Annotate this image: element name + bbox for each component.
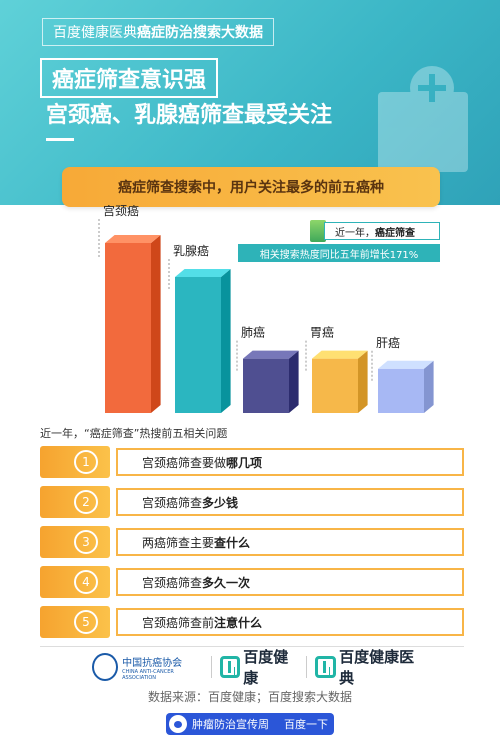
title-divider: [46, 138, 74, 141]
question-item: 1 宫颈癌筛查要做 哪几项: [40, 446, 464, 478]
bar-front: [312, 358, 358, 413]
cacancer-logo: 中国抗癌协会 CHINA ANTI-CANCER ASSOCIATION: [92, 653, 203, 681]
question-number: 1: [74, 450, 98, 474]
bar-top: [243, 350, 299, 359]
bar-4: [312, 350, 368, 413]
baidu-paw-icon: [169, 715, 187, 733]
hospital-icon: [360, 62, 480, 172]
trend-up-icon: [310, 220, 326, 242]
cacancer-text: 中国抗癌协会 CHINA ANTI-CANCER ASSOCIATION: [122, 654, 202, 681]
question-item: 2 宫颈癌筛查 多少钱: [40, 486, 464, 518]
question-text: 宫颈癌筛查要做 哪几项: [116, 448, 464, 476]
question-text: 宫颈癌筛查 多久一次: [116, 568, 464, 596]
question-text: 宫颈癌筛查前 注意什么: [116, 608, 464, 636]
question-prefix: 宫颈癌筛查要做: [142, 455, 227, 470]
data-source: 数据来源：百度健康；百度搜索大数据: [147, 690, 352, 704]
question-bold: 哪几项: [226, 455, 263, 470]
bar-side: [221, 269, 231, 413]
bar-side: [289, 350, 299, 413]
brand-prefix: 百度健康医典: [53, 25, 137, 41]
bar-label: 乳腺癌: [173, 243, 209, 258]
question-bold: 注意什么: [214, 615, 263, 630]
baidu-health-logo: 百度健康: [219, 646, 299, 688]
question-prefix: 宫颈癌筛查前: [142, 615, 215, 630]
baidu-health-name: 百度健康: [243, 648, 289, 687]
question-bold: 查什么: [214, 535, 251, 550]
logo-separator: [210, 656, 212, 678]
section-banner: 癌症筛查搜索中，用户关注最多的前五癌种: [62, 167, 440, 207]
hospital-building: [378, 92, 468, 172]
question-item: 4 宫颈癌筛查 多久一次: [40, 566, 464, 598]
question-number: 4: [74, 570, 98, 594]
questions-label: 近一年，“癌症筛查”热搜前五相关问题: [40, 427, 228, 440]
question-bold: 多少钱: [202, 495, 239, 510]
bar-front: [378, 368, 424, 413]
cacancer-name: 中国抗癌协会: [122, 657, 183, 669]
bar-side: [358, 350, 368, 413]
footer-divider: [40, 646, 464, 647]
campaign-brand: 百度一下: [284, 718, 328, 731]
bar-side: [151, 235, 161, 413]
bar-label: 宫颈癌: [103, 205, 139, 218]
question-number: 2: [74, 490, 98, 514]
question-item: 5 宫颈癌筛查前 注意什么: [40, 606, 464, 638]
bar-2: [175, 269, 231, 413]
question-prefix: 宫颈癌筛查: [142, 575, 203, 590]
page-title: 癌症筛查意识强: [40, 58, 219, 98]
cacancer-name-en: CHINA ANTI-CANCER ASSOCIATION: [122, 668, 174, 681]
bar-5: [378, 360, 434, 413]
bar-top: [175, 269, 231, 277]
question-prefix: 两癌筛查主要: [142, 535, 215, 550]
question-number: 5: [74, 610, 98, 634]
trend-note-growth: 相关搜索热度同比五年前增长171%: [238, 244, 440, 262]
bar-label: 肝癌: [376, 335, 400, 350]
bar-1: [105, 235, 161, 413]
baidu-health-icon: [219, 656, 241, 678]
brand-bold: 癌症防治搜索大数据: [137, 25, 263, 41]
trend-note: 近一年， 癌症筛查: [324, 222, 440, 240]
trend-note-prefix: 近一年，: [335, 227, 375, 239]
baidu-yidian-logo: 百度健康医典: [315, 646, 422, 688]
brand-bar: 百度健康医典 癌症防治搜索大数据: [42, 18, 274, 46]
association-seal-icon: [92, 653, 119, 681]
bar-front: [175, 277, 221, 413]
page-subtitle: 宫颈癌、乳腺癌筛查最受关注: [46, 103, 333, 128]
baidu-yidian-icon: [315, 656, 337, 678]
question-item: 3 两癌筛查主要 查什么: [40, 526, 464, 558]
campaign-badge[interactable]: 肿瘤防治宣传周 百度一下: [166, 713, 334, 735]
bar-top: [378, 360, 434, 369]
baidu-yidian-name: 百度健康医典: [339, 648, 415, 687]
question-number: 3: [74, 530, 98, 554]
bar-label: 胃癌: [310, 325, 334, 340]
bar-front: [243, 358, 289, 413]
bar-top: [312, 350, 368, 359]
question-text: 两癌筛查主要 查什么: [116, 528, 464, 556]
bar-top: [105, 235, 161, 243]
bar-side: [424, 360, 434, 413]
trend-note-bold: 癌症筛查: [375, 227, 415, 239]
question-list: 1 宫颈癌筛查要做 哪几项 2 宫颈癌筛查 多少钱 3 两癌筛查主要 查什么 4 宫颈…: [40, 446, 464, 646]
campaign-label: 肿瘤防治宣传周: [192, 718, 269, 731]
bar-3: [243, 350, 299, 413]
question-prefix: 宫颈癌筛查: [142, 495, 203, 510]
question-text: 宫颈癌筛查 多少钱: [116, 488, 464, 516]
medical-cross-icon: [410, 66, 454, 110]
partner-logos: 中国抗癌协会 CHINA ANTI-CANCER ASSOCIATION 百度健…: [92, 648, 422, 687]
logo-separator: [306, 656, 308, 678]
bar-label: 肺癌: [241, 325, 265, 340]
question-bold: 多久一次: [202, 575, 251, 590]
bar-front: [105, 243, 151, 413]
